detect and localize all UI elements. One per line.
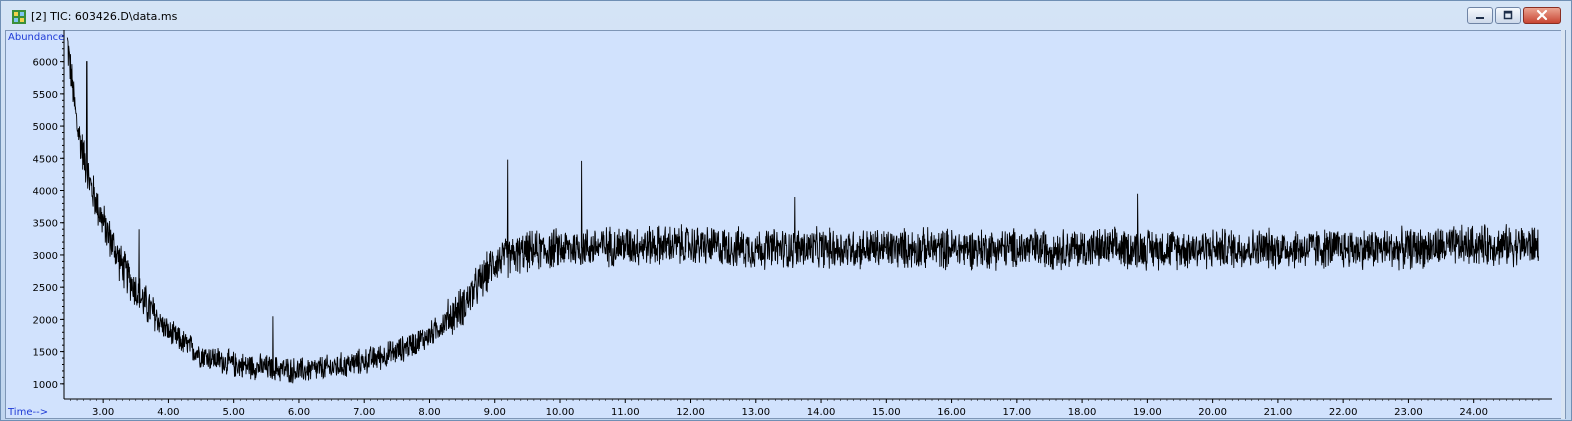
x-tick-label: 12.00 — [676, 407, 705, 418]
y-tick-label: 2500 — [33, 283, 58, 294]
vertical-scrollbar[interactable] — [1561, 30, 1565, 419]
x-axis-label: Time--> — [7, 407, 48, 418]
x-tick-label: 9.00 — [484, 407, 506, 418]
x-tick-label: 5.00 — [223, 407, 245, 418]
x-tick-label: 15.00 — [872, 407, 901, 418]
y-tick-label: 3000 — [33, 251, 58, 262]
y-tick-label: 4500 — [33, 154, 58, 165]
close-icon — [1536, 9, 1548, 21]
y-tick-label: 1000 — [33, 380, 58, 391]
x-tick-label: 16.00 — [937, 407, 966, 418]
x-tick-label: 4.00 — [157, 407, 179, 418]
minimize-icon — [1476, 17, 1484, 19]
y-tick-label: 2000 — [33, 315, 58, 326]
close-button[interactable] — [1523, 7, 1561, 24]
x-tick-label: 21.00 — [1264, 407, 1293, 418]
minimize-button[interactable] — [1467, 7, 1493, 24]
x-tick-label: 13.00 — [741, 407, 770, 418]
y-tick-label: 5000 — [33, 122, 58, 133]
x-tick-label: 20.00 — [1198, 407, 1227, 418]
maximize-icon — [1503, 10, 1513, 20]
x-tick-label: 10.00 — [546, 407, 575, 418]
y-tick-label: 1500 — [33, 348, 58, 359]
x-tick-label: 17.00 — [1003, 407, 1032, 418]
y-tick-label: 6000 — [33, 58, 58, 69]
x-tick-label: 22.00 — [1329, 407, 1358, 418]
x-tick-label: 7.00 — [353, 407, 375, 418]
plot-area[interactable] — [5, 30, 1566, 419]
window-title: [2] TIC: 603426.D\data.ms — [31, 10, 178, 23]
chromatogram-icon — [12, 10, 26, 24]
y-tick-label: 3500 — [33, 219, 58, 230]
y-tick-label: 4000 — [33, 187, 58, 198]
y-axis-label: Abundance — [8, 32, 64, 43]
x-tick-label: 3.00 — [92, 407, 114, 418]
maximize-button[interactable] — [1495, 7, 1521, 24]
x-tick-label: 23.00 — [1394, 407, 1423, 418]
x-tick-label: 11.00 — [611, 407, 640, 418]
y-tick-label: 5500 — [33, 90, 58, 101]
x-tick-label: 18.00 — [1068, 407, 1097, 418]
x-tick-label: 6.00 — [288, 407, 310, 418]
x-tick-label: 8.00 — [418, 407, 440, 418]
title-bar[interactable]: [2] TIC: 603426.D\data.ms — [1, 1, 1571, 30]
x-tick-label: 14.00 — [807, 407, 836, 418]
window-controls — [1467, 7, 1561, 25]
x-tick-label: 19.00 — [1133, 407, 1162, 418]
x-tick-label: 24.00 — [1459, 407, 1488, 418]
tic-trace — [66, 37, 1540, 384]
